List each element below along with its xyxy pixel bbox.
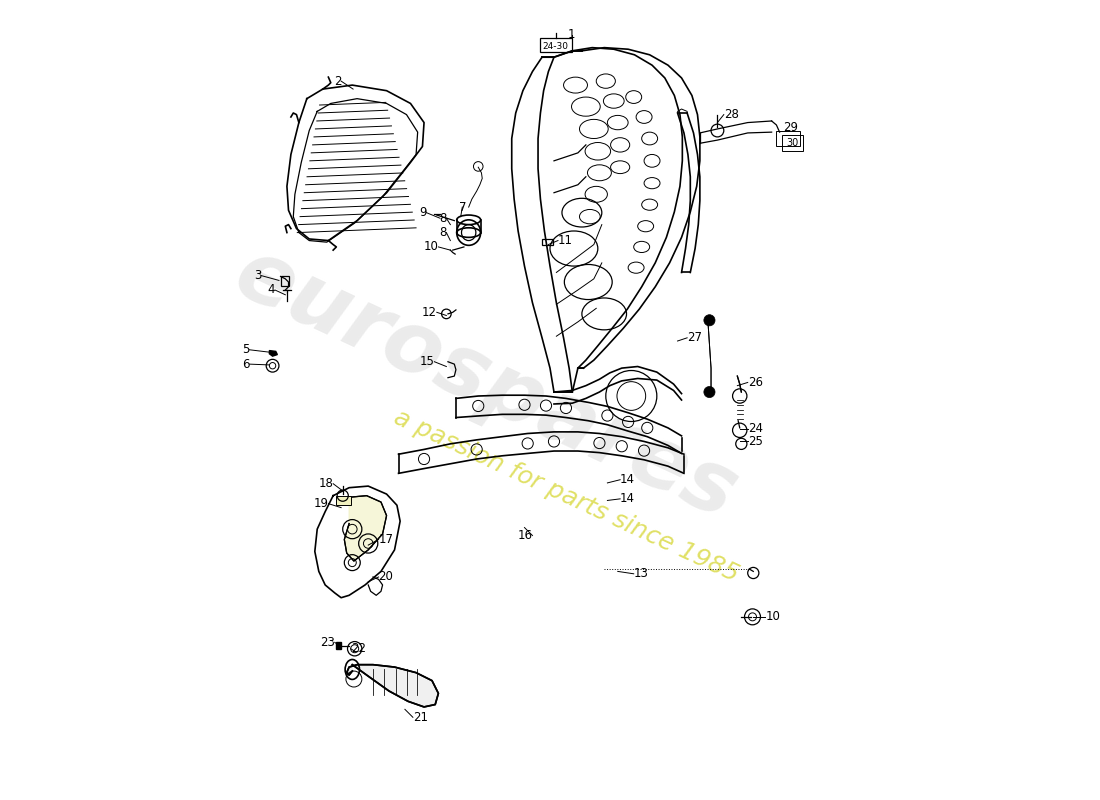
Text: 2: 2 <box>333 74 341 88</box>
Bar <box>280 276 288 286</box>
Text: 22: 22 <box>351 642 365 655</box>
Circle shape <box>704 314 715 326</box>
Text: 14: 14 <box>620 474 635 486</box>
Text: 16: 16 <box>517 529 532 542</box>
Text: 6: 6 <box>242 358 250 370</box>
Text: 1: 1 <box>568 28 575 42</box>
Text: 14: 14 <box>620 492 635 506</box>
Text: 24-30: 24-30 <box>542 42 569 51</box>
Text: 17: 17 <box>378 533 394 546</box>
Circle shape <box>704 386 715 398</box>
Text: 27: 27 <box>688 331 702 344</box>
Text: 20: 20 <box>378 570 394 583</box>
Text: 11: 11 <box>558 234 573 247</box>
Text: 19: 19 <box>314 497 329 510</box>
Polygon shape <box>344 496 386 561</box>
Text: 30: 30 <box>786 138 799 148</box>
Text: eurospares: eurospares <box>222 231 750 537</box>
Text: 21: 21 <box>412 710 428 724</box>
Text: 9: 9 <box>419 206 427 219</box>
Text: 29: 29 <box>783 121 798 134</box>
Polygon shape <box>337 642 341 649</box>
Text: 23: 23 <box>320 636 334 649</box>
Text: 26: 26 <box>748 376 762 389</box>
Text: 3: 3 <box>254 269 262 282</box>
Text: 12: 12 <box>421 306 437 319</box>
Bar <box>337 496 351 506</box>
Text: 10: 10 <box>766 610 780 623</box>
Text: 28: 28 <box>724 108 739 121</box>
Text: 13: 13 <box>634 567 649 580</box>
Text: 15: 15 <box>419 355 435 368</box>
Text: 10: 10 <box>424 241 439 254</box>
Text: 7: 7 <box>459 201 466 214</box>
Bar <box>540 38 572 53</box>
Text: 8: 8 <box>439 212 447 225</box>
Text: 5: 5 <box>242 343 250 356</box>
Text: 25: 25 <box>748 435 762 448</box>
Bar <box>542 239 553 246</box>
Text: a passion for parts since 1985: a passion for parts since 1985 <box>389 405 742 586</box>
Polygon shape <box>270 350 277 356</box>
Polygon shape <box>346 665 439 707</box>
Text: 18: 18 <box>318 478 333 490</box>
Text: 24: 24 <box>748 422 762 435</box>
Text: 8: 8 <box>439 226 447 239</box>
Text: 4: 4 <box>267 283 275 297</box>
